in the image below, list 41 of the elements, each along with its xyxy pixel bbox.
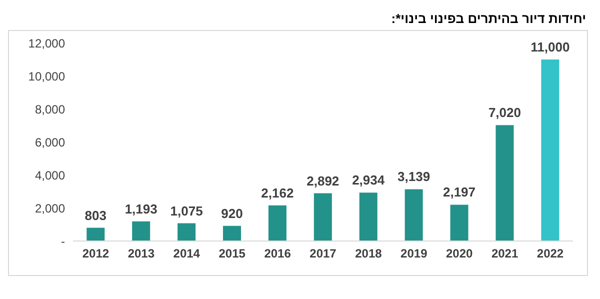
bar (268, 205, 286, 241)
y-tick-label: 12,000 (28, 36, 66, 50)
data-label: 11,000 (530, 40, 570, 54)
y-tick-label: 6,000 (34, 135, 66, 150)
y-tick-label: 2,000 (34, 201, 66, 216)
x-tick-label: 2022 (536, 246, 564, 261)
y-tick-label: 8,000 (34, 102, 66, 116)
data-label: 7,020 (488, 105, 521, 120)
bar (86, 228, 105, 241)
data-label: 2,162 (261, 185, 294, 200)
bar (496, 125, 514, 241)
data-label: 2,934 (352, 172, 386, 188)
x-tick-label: 2020 (446, 246, 474, 261)
bar (541, 60, 560, 241)
data-label: 2,197 (443, 184, 476, 200)
data-label: 1,075 (170, 203, 203, 218)
bar (178, 223, 196, 241)
y-tick-label: - (61, 234, 65, 248)
y-tick-label: 4,000 (34, 168, 66, 182)
bar (359, 192, 378, 241)
data-label: 920 (221, 206, 243, 221)
bar (223, 226, 241, 241)
bar (314, 193, 332, 241)
x-tick-label: 2017 (310, 246, 337, 261)
x-tick-label: 2014 (173, 246, 200, 261)
data-label: 2,892 (306, 173, 340, 188)
x-tick-label: 2013 (128, 246, 155, 261)
bar (450, 204, 468, 241)
x-tick-label: 2012 (82, 246, 110, 261)
y-tick-label: 10,000 (28, 69, 66, 84)
x-tick-label: 2015 (218, 246, 246, 261)
x-tick-label: 2019 (400, 246, 428, 261)
data-label: 803 (84, 208, 106, 223)
data-label: 1,193 (124, 201, 158, 216)
x-tick-label: 2018 (355, 246, 382, 261)
x-tick-label: 2016 (264, 246, 292, 261)
bar (404, 189, 423, 241)
data-label: 3,139 (398, 169, 430, 184)
bar (132, 221, 150, 241)
chart-title: יחידות דיור בהיתרים בפינוי בינוי*: (390, 10, 587, 28)
x-tick-label: 2021 (491, 246, 518, 261)
